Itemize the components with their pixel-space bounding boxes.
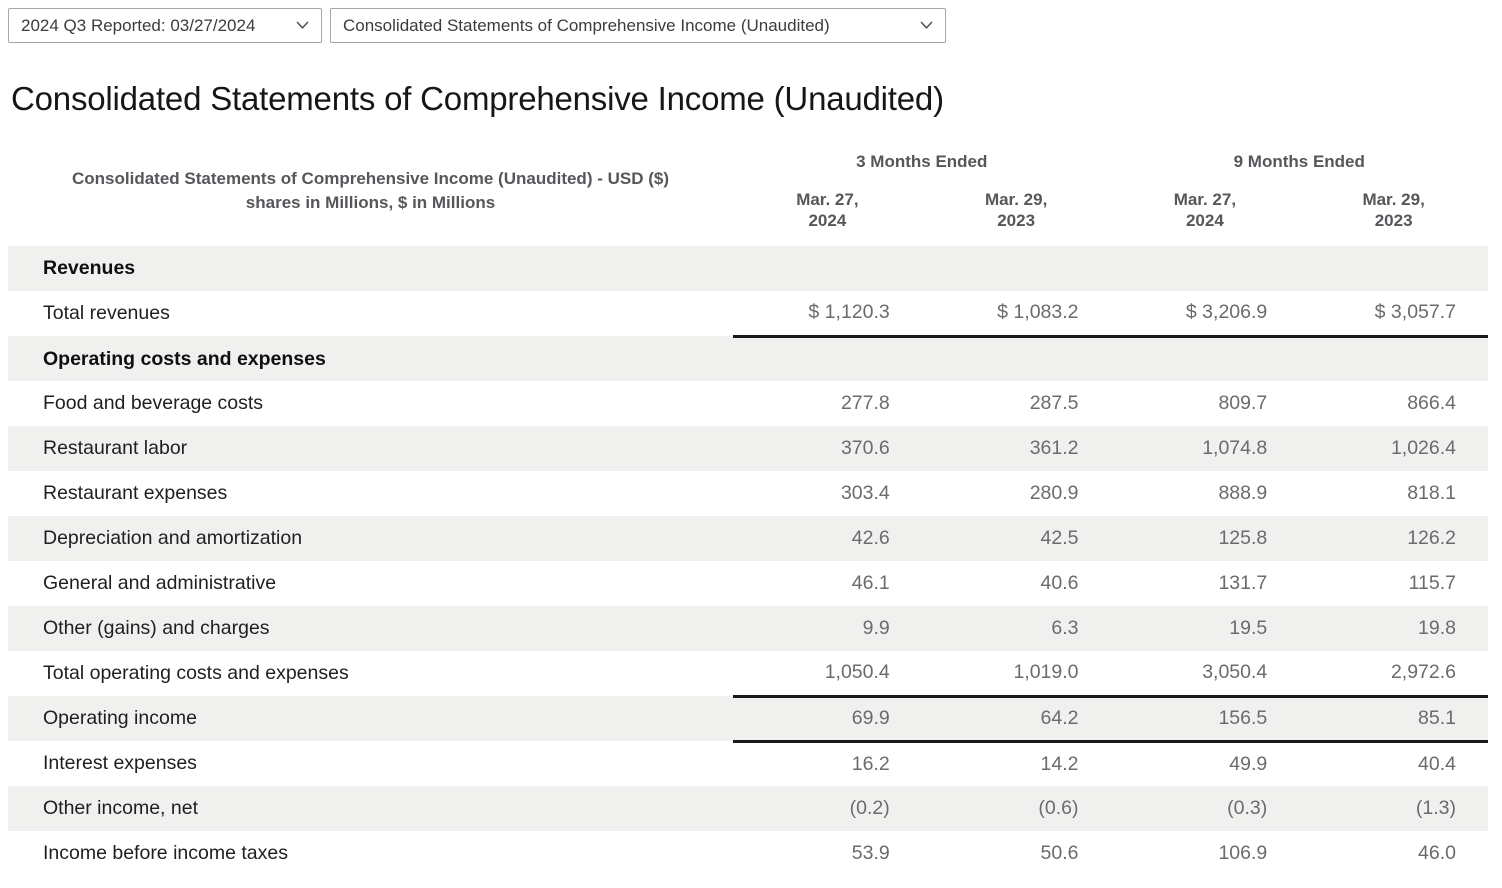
value-cell: 866.4 [1407,392,1456,414]
table-row: Restaurant expenses 303.4 280.9 888.9 818.1 [8,471,1488,516]
chevron-down-icon [296,21,309,30]
value-cell: 2,972.6 [1299,651,1488,698]
column-header: Mar. 27, 2024 [1173,190,1237,230]
value-cell: 156.5 [1110,696,1300,743]
statement-header-subtitle: shares in Millions, $ in Millions [245,193,496,212]
column-header: Mar. 27, 2024 [796,190,859,230]
value-cell: 16.2 [851,752,890,775]
row-label: Total revenues [43,302,170,324]
value-cell: 6.3 [1051,617,1079,639]
value-cell: 818.1 [1407,482,1456,504]
section-row: Operating costs and expenses [8,336,1488,381]
value-cell: 1,026.4 [1390,437,1456,459]
value-cell: 42.5 [1040,527,1079,549]
value-cell: 69.9 [733,696,922,743]
value-cell: 19.5 [1229,617,1268,639]
table-row: Total revenues $ 1,120.3 $ 1,083.2 $ 3,206.… [8,291,1488,338]
column-header: Mar. 29, 2023 [984,190,1048,230]
table-row: Total operating costs and expenses 1,050.… [8,651,1488,698]
value-cell: 1,019.0 [921,651,1111,698]
value-cell: 126.2 [1407,527,1456,549]
value-cell: 809.7 [1218,392,1268,414]
row-label: Operating income [43,707,197,729]
value-cell: 303.4 [840,482,890,504]
value-cell: (0.3) [1227,797,1268,819]
value-cell: (1.3) [1415,797,1456,819]
page-title: Consolidated Statements of Comprehensive… [11,80,944,117]
value-cell: 64.2 [921,696,1111,743]
statement-select[interactable]: Consolidated Statements of Comprehensive… [330,8,946,43]
toolbar: 2024 Q3 Reported: 03/27/2024 Consolidate… [8,8,1502,43]
value-cell: 280.9 [1029,482,1079,504]
table-header: Consolidated Statements of Comprehensive… [8,136,1488,246]
value-cell: $ 3,057.7 [1299,291,1488,338]
value-cell: 106.9 [1218,842,1268,864]
statement-header-title: Consolidated Statements of Comprehensive… [72,169,669,188]
value-cell: $ 3,206.9 [1110,291,1300,338]
date-header-row: Mar. 27, 2024 Mar. 29, 2023 Mar. 27, 2024 Mar.… [8,174,1488,246]
value-cell: 49.9 [1229,752,1268,775]
statement-header-cell: Consolidated Statements of Comprehensive… [8,136,733,246]
row-label: Operating costs and expenses [43,347,326,370]
value-cell: (0.6) [1038,797,1079,819]
row-label: Food and beverage costs [43,392,264,414]
table-row: Depreciation and amortization 42.6 42.5 125… [8,516,1488,561]
value-cell: 888.9 [1218,482,1268,504]
row-label: General and administrative [43,572,277,594]
column-header: Mar. 29, 2023 [1362,190,1425,230]
value-cell: $ 1,120.3 [733,291,922,338]
group-header-row: Consolidated Statements of Comprehensive… [8,136,1488,212]
row-label: Restaurant expenses [43,482,228,504]
row-label: Restaurant labor [43,437,188,459]
section-row: Revenues [8,246,1488,291]
column-group-9-months: 9 Months Ended [1233,152,1365,171]
period-select-value: 2024 Q3 Reported: 03/27/2024 [21,15,256,35]
value-cell: 287.5 [1029,392,1079,414]
table-row: Operating income 69.9 64.2 156.5 85.1 [8,696,1488,743]
value-cell: 14.2 [1040,752,1079,775]
value-cell: 131.7 [1218,572,1268,594]
value-cell: 85.1 [1299,696,1488,743]
value-cell: $ 1,083.2 [921,291,1111,338]
column-group-3-months: 3 Months Ended [856,152,988,171]
value-cell: 1,050.4 [733,651,922,698]
value-cell: 19.8 [1418,617,1456,639]
value-cell: 370.6 [840,437,890,459]
value-cell: 42.6 [851,527,890,549]
row-label: Revenues [43,257,136,279]
value-cell: 125.8 [1218,527,1268,549]
table-row: Food and beverage costs 277.8 287.5 809.7 86… [8,381,1488,426]
value-cell: 1,074.8 [1202,437,1268,459]
value-cell: 3,050.4 [1110,651,1300,698]
table-row: Restaurant labor 370.6 361.2 1,074.8 1,026.4 [8,426,1488,471]
value-cell: (0.2) [849,797,890,819]
table-row: Interest expenses 16.2 14.2 49.9 40.4 [8,741,1488,786]
period-select[interactable]: 2024 Q3 Reported: 03/27/2024 [8,8,322,43]
row-label: Total operating costs and expenses [43,662,349,684]
table-row: Income before income taxes 53.9 50.6 106.9 4… [8,831,1488,876]
value-cell: 277.8 [840,392,890,414]
value-cell: 9.9 [862,617,890,639]
value-cell: 40.4 [1418,752,1456,775]
table-row: General and administrative 46.1 40.6 131.7 1… [8,561,1488,606]
row-label: Other (gains) and charges [43,617,270,639]
value-cell: 46.1 [851,572,890,594]
statement-select-value: Consolidated Statements of Comprehensive… [343,15,830,35]
row-label: Income before income taxes [43,842,288,864]
value-cell: 40.6 [1040,572,1079,594]
row-label: Depreciation and amortization [43,527,303,549]
value-cell: 46.0 [1418,842,1456,864]
value-cell: 361.2 [1029,437,1079,459]
table-row: Other (gains) and charges 9.9 6.3 19.5 19.8 [8,606,1488,651]
financial-statement-table: Consolidated Statements of Comprehensive… [8,136,1488,876]
chevron-down-icon [920,21,933,30]
value-cell: 50.6 [1040,842,1079,864]
row-label: Other income, net [43,797,198,819]
table-row: Other income, net (0.2) (0.6) (0.3) (1.3) [8,786,1488,831]
table-body: Revenues Total revenues $ 1,120.3 $ 1,083.2… [8,246,1488,876]
value-cell: 53.9 [851,842,890,864]
row-label: Interest expenses [43,752,197,774]
value-cell: 115.7 [1408,572,1456,594]
